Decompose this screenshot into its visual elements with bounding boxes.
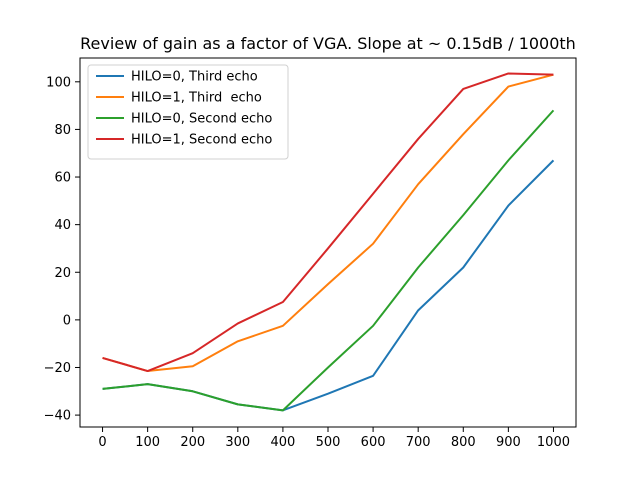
x-tick-label: 700 — [406, 435, 431, 450]
legend-box — [87, 64, 289, 160]
legend: HILO=0, Third echo HILO=1, Third echo HILO… — [87, 64, 289, 160]
y-tick-label: 100 — [46, 75, 71, 90]
legend-label: HILO=1, Third echo — [131, 91, 262, 106]
y-tick-label: 20 — [54, 266, 71, 281]
x-tick-label: 900 — [496, 435, 521, 450]
legend-label: HILO=0, Second echo — [131, 112, 272, 127]
x-tick-label: 400 — [270, 435, 295, 450]
plot-area — [102, 72, 555, 412]
x-tick-label: 600 — [361, 435, 386, 450]
x-tick-label: 100 — [135, 435, 160, 450]
x-tick-label: 800 — [451, 435, 476, 450]
y-tick-label: 80 — [54, 123, 71, 138]
series-line-4 — [102, 72, 554, 373]
axes: 0 100 200 300 400 500 600 700 800 900 1000 −40 −20 0 2… — [44, 57, 577, 450]
x-tick-label: 500 — [316, 435, 341, 450]
x-tick-label: 0 — [98, 435, 106, 450]
x-tick-label: 1000 — [537, 435, 570, 450]
series-line-3 — [102, 109, 555, 412]
y-tick-label: −20 — [44, 361, 71, 376]
series-line-2 — [102, 73, 554, 373]
x-tick-label: 300 — [225, 435, 250, 450]
y-tick-label: 0 — [63, 313, 71, 328]
chart-title: Review of gain as a factor of VGA. Slope… — [80, 34, 576, 53]
x-tick-label: 200 — [180, 435, 205, 450]
y-tick-label: −40 — [44, 409, 71, 424]
y-tick-label: 60 — [54, 171, 71, 186]
y-tick-label: 40 — [54, 218, 71, 233]
legend-label: HILO=0, Third echo — [131, 70, 258, 85]
legend-label: HILO=1, Second echo — [131, 133, 272, 148]
